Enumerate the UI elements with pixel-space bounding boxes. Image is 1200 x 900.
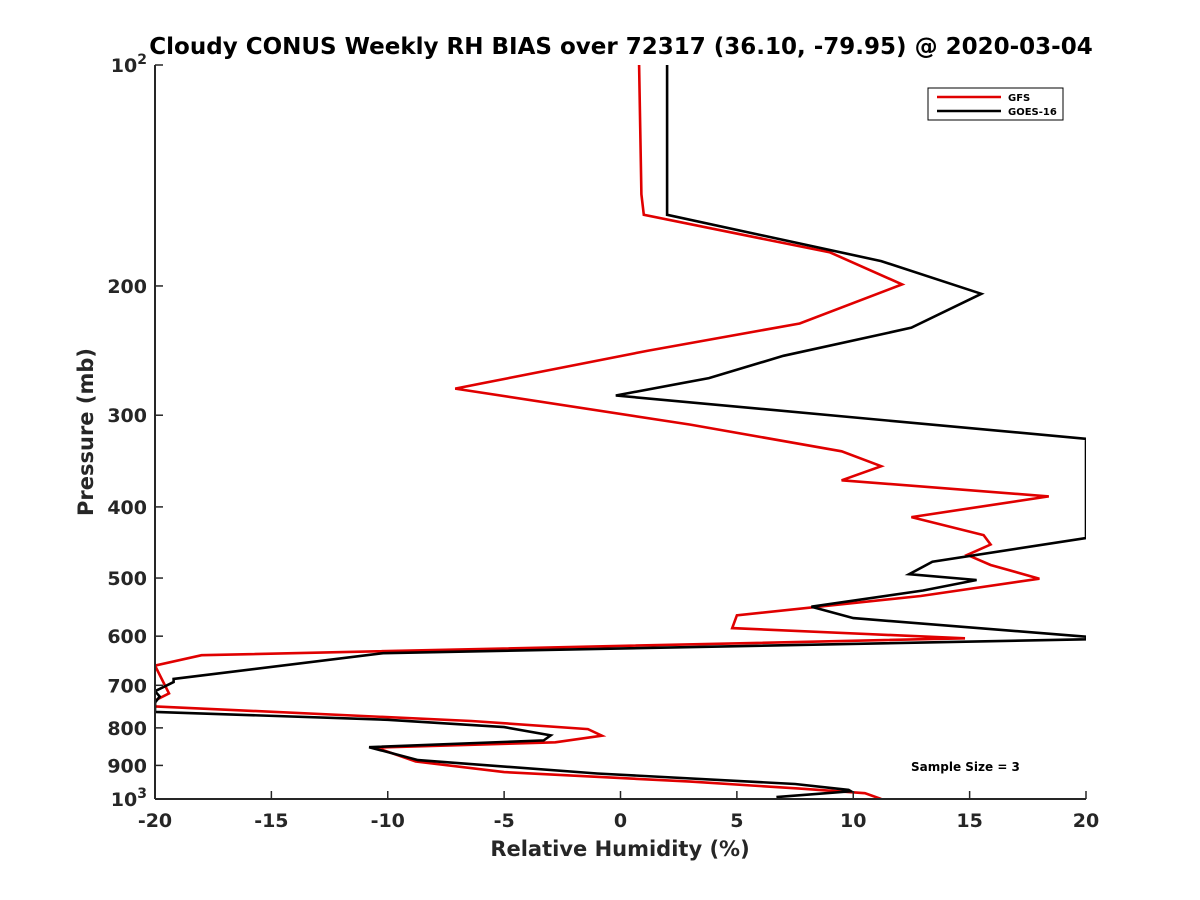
y-tick-label: 200 [107,276,147,298]
x-tick-label: -15 [254,810,288,832]
y-tick-label: 600 [107,626,147,648]
x-axis-label: Relative Humidity (%) [490,837,749,861]
y-tick-label: 700 [107,675,147,697]
x-ticks: -20 -15 -10 -5 0 5 10 15 20 [138,791,1099,832]
sample-size-annotation: Sample Size = 3 [911,760,1020,774]
y-tick-label: 500 [107,568,147,590]
legend-box [927,87,1064,121]
x-tick-label: 10 [840,810,866,832]
y-tick-label: 300 [107,405,147,427]
y-tick-label: 103 [111,786,147,811]
y-tick-label: 102 [111,52,147,77]
legend-label-gfs: GFS [1008,93,1030,104]
x-tick-label: -5 [494,810,515,832]
x-tick-label: 20 [1073,810,1099,832]
x-tick-label: 15 [956,810,982,832]
y-tick-label: 400 [107,497,147,519]
y-ticks: 102 200 300 400 500 600 700 800 900 103 [107,52,163,811]
legend-label-goes-16: GOES-16 [1008,107,1057,118]
x-tick-label: 0 [614,810,627,832]
x-tick-label: -20 [138,810,172,832]
x-tick-label: -10 [371,810,405,832]
series-layer [155,65,1086,799]
series-line-goes-16 [155,65,1086,799]
x-tick-label: 5 [730,810,743,832]
plot-background [155,65,1086,799]
y-tick-label: 900 [107,755,147,777]
chart-title: Cloudy CONUS Weekly RH BIAS over 72317 (… [149,34,1092,60]
y-tick-label: 800 [107,718,147,740]
y-axis-label: Pressure (mb) [74,348,98,516]
legend: GFS GOES-16 [927,87,1064,121]
